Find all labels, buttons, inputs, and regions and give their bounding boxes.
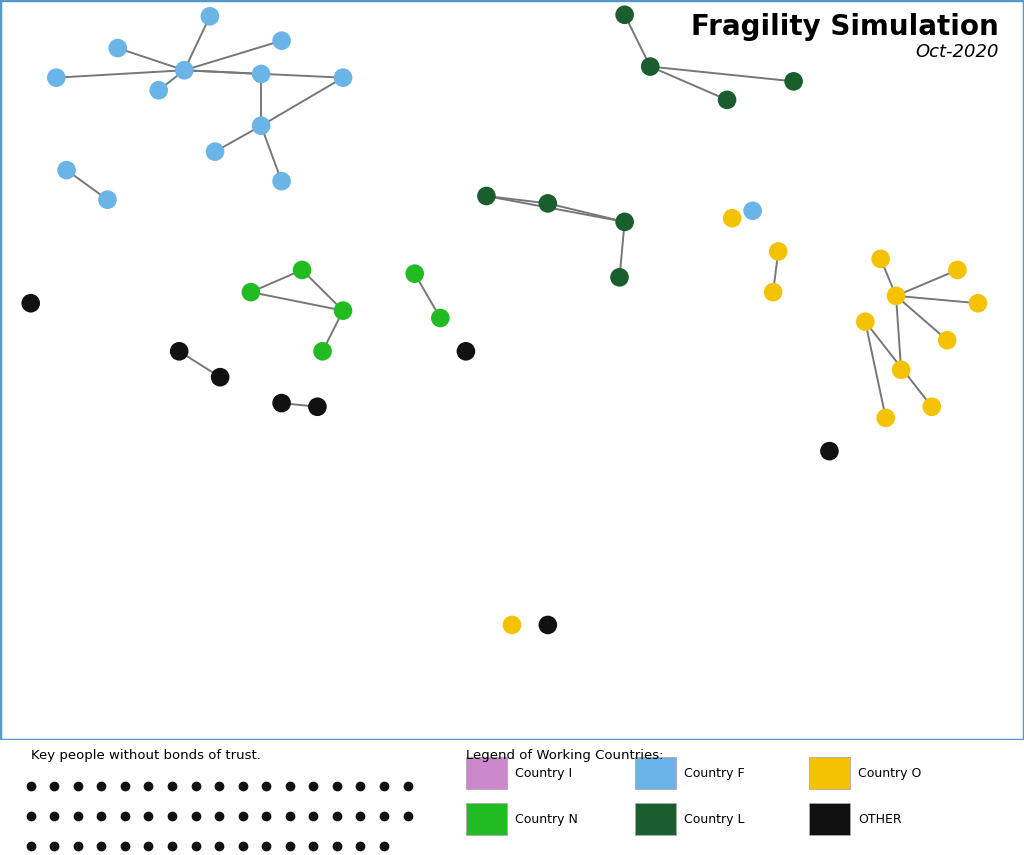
Point <box>314 345 331 358</box>
Point <box>504 618 520 632</box>
Point <box>540 618 556 632</box>
Point <box>458 345 474 358</box>
Point <box>821 445 838 458</box>
Bar <box>466 757 507 789</box>
Text: Key people without bonds of trust.: Key people without bonds of trust. <box>31 749 260 762</box>
Point <box>309 400 326 414</box>
Text: Country O: Country O <box>858 767 922 780</box>
Point <box>939 333 955 347</box>
Point <box>273 396 290 410</box>
Point <box>878 411 894 425</box>
Point <box>949 263 966 277</box>
Point <box>857 315 873 328</box>
Point <box>611 270 628 284</box>
Text: OTHER: OTHER <box>858 813 902 826</box>
Point <box>540 197 556 210</box>
Point <box>253 68 269 81</box>
Point <box>202 9 218 23</box>
Text: Fragility Simulation: Fragility Simulation <box>690 14 998 41</box>
Point <box>212 370 228 384</box>
Point <box>253 119 269 133</box>
Text: Oct-2020: Oct-2020 <box>914 43 998 61</box>
Point <box>432 311 449 325</box>
Point <box>888 289 904 303</box>
Point <box>924 400 940 414</box>
Point <box>616 8 633 21</box>
Text: Country N: Country N <box>515 813 578 826</box>
Point <box>58 163 75 177</box>
Bar <box>809 757 850 789</box>
Point <box>785 74 802 88</box>
Point <box>724 211 740 225</box>
Point <box>770 245 786 258</box>
Bar <box>635 757 676 789</box>
Point <box>478 189 495 203</box>
Point <box>110 41 126 55</box>
Point <box>294 263 310 277</box>
Point <box>335 304 351 317</box>
Point <box>23 297 39 310</box>
Text: Country F: Country F <box>684 767 744 780</box>
Point <box>176 63 193 77</box>
Point <box>207 144 223 158</box>
Point <box>893 363 909 377</box>
Text: Country L: Country L <box>684 813 744 826</box>
Point <box>151 84 167 97</box>
Point <box>719 93 735 107</box>
Text: Country I: Country I <box>515 767 572 780</box>
Point <box>48 71 65 85</box>
Point <box>171 345 187 358</box>
Point <box>243 286 259 299</box>
Bar <box>809 803 850 835</box>
Point <box>616 215 633 228</box>
Point <box>765 286 781 299</box>
Point <box>744 204 761 218</box>
Point <box>970 297 986 310</box>
Point <box>642 60 658 74</box>
Point <box>273 174 290 188</box>
Point <box>99 193 116 207</box>
Point <box>407 267 423 280</box>
Point <box>273 34 290 48</box>
Bar <box>635 803 676 835</box>
Bar <box>466 803 507 835</box>
Text: Legend of Working Countries:: Legend of Working Countries: <box>466 749 664 762</box>
Point <box>335 71 351 85</box>
Point <box>872 252 889 266</box>
